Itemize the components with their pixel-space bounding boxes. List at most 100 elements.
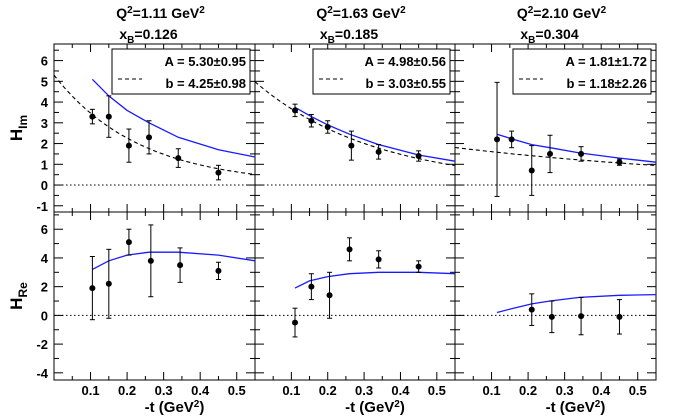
legend-box (111, 48, 251, 95)
data-point (348, 142, 355, 149)
x-tick-label: 0.3 (355, 383, 373, 398)
data-point (415, 263, 422, 270)
data-point (528, 306, 535, 313)
data-point (415, 153, 422, 159)
data-point (125, 142, 132, 149)
data-point (578, 150, 585, 157)
data-point (177, 262, 184, 269)
legend-a-label: A = 5.30±0.95 (165, 54, 246, 69)
data-point (578, 313, 585, 320)
data-point (494, 136, 501, 143)
xb-label-col3: xB=0.304 (520, 26, 578, 46)
y-tick-label: 6 (41, 222, 48, 237)
model-curve (92, 251, 256, 270)
data-point (548, 313, 555, 320)
fit-curve (254, 81, 456, 167)
y-axis-label-re: HRe (7, 282, 30, 310)
y-tick-label: 4 (41, 251, 49, 266)
model-curve (496, 293, 657, 314)
x-axis-label: -t (GeV2) (145, 399, 205, 416)
panel-frame (53, 211, 256, 381)
x-tick-label: 0.3 (556, 383, 574, 398)
xb-label-col2: xB=0.185 (320, 26, 378, 46)
x-axis-label: -t (GeV2) (546, 399, 606, 416)
y-tick-label: 2 (41, 137, 48, 152)
y-tick-label: 5 (41, 74, 48, 89)
x-tick-label: 0.1 (282, 383, 300, 398)
x-axis-label: -t (GeV2) (345, 399, 405, 416)
data-layer (53, 48, 657, 338)
model-curve (294, 106, 456, 162)
legend-box (312, 48, 451, 95)
panel-frame (454, 211, 657, 381)
data-point (146, 134, 153, 141)
data-point (175, 155, 182, 162)
legend-a-label: A = 4.98±0.56 (365, 54, 446, 69)
data-point (292, 107, 298, 114)
y-tick-label: 6 (41, 54, 48, 69)
data-point (547, 150, 554, 157)
data-point (508, 136, 515, 143)
data-point (375, 148, 382, 155)
fit-curve (454, 146, 657, 166)
legend-b-label: b = 4.25±0.98 (166, 76, 247, 91)
data-point (147, 257, 154, 264)
y-tick-label: 3 (41, 116, 48, 131)
legend-a-label: A = 1.81±1.72 (566, 54, 647, 69)
data-point (215, 267, 222, 274)
x-tick-label: 0.3 (155, 383, 173, 398)
y-axis-label-text: HIm (7, 115, 30, 141)
xb-label-col1: xB=0.126 (119, 26, 177, 46)
data-point (308, 117, 315, 124)
x-tick-label: 0.1 (82, 383, 100, 398)
panel-frames (53, 43, 657, 381)
y-tick-label: 1 (41, 157, 48, 172)
model-curve (496, 133, 657, 163)
x-tick-label: 0.2 (319, 383, 337, 398)
q2-label-col1: Q2=1.11 GeV2 (116, 5, 205, 21)
data-point (125, 239, 132, 246)
legend-b-label: b = 3.03±0.55 (366, 76, 447, 91)
data-point (105, 113, 112, 120)
text-layer: Q2=1.11 GeV2 xB=0.126 -1 0 1 2 3 4 5 6 A = 5.30±0.… (7, 5, 647, 416)
y-tick-label: -4 (36, 366, 48, 381)
data-point (89, 113, 96, 120)
y-tick-label: 2 (41, 280, 48, 295)
data-point (326, 292, 333, 299)
data-point (346, 246, 353, 253)
y-tick-label: 0 (41, 178, 48, 193)
data-point (616, 159, 623, 166)
data-point (89, 285, 96, 292)
y-tick-label: 0 (41, 308, 48, 323)
x-tick-label: 0.2 (519, 383, 537, 398)
model-curve (294, 271, 456, 289)
data-point (616, 313, 623, 320)
q2-label-col3: Q2=2.10 GeV2 (517, 5, 607, 21)
x-tick-label: 0.5 (428, 383, 446, 398)
data-point (308, 283, 315, 290)
data-point (375, 256, 382, 263)
x-tick-label: 0.4 (592, 383, 611, 398)
x-tick-label: 0.4 (191, 383, 210, 398)
y-tick-label: -1 (36, 199, 48, 214)
x-tick-label: 0.5 (228, 383, 246, 398)
x-tick-label: 0.4 (391, 383, 410, 398)
x-tick-label: 0.2 (118, 383, 136, 398)
panel-frame (254, 211, 456, 381)
data-point (324, 123, 331, 130)
y-tick-label: -2 (36, 337, 48, 352)
x-tick-label: 0.1 (483, 383, 501, 398)
legend-box (512, 48, 652, 95)
data-point (292, 319, 298, 326)
y-tick-label: 4 (41, 95, 49, 110)
y-axis-label-im: HIm (7, 115, 30, 141)
legend-b-label: b = 1.18±2.26 (567, 76, 648, 91)
data-point (215, 169, 222, 176)
data-point (528, 167, 535, 174)
data-point (105, 280, 112, 287)
q2-label-col2: Q2=1.63 GeV2 (316, 5, 406, 21)
y-axis-label-text: HRe (7, 282, 30, 310)
x-tick-label: 0.5 (629, 383, 647, 398)
fit-curve (53, 74, 256, 175)
